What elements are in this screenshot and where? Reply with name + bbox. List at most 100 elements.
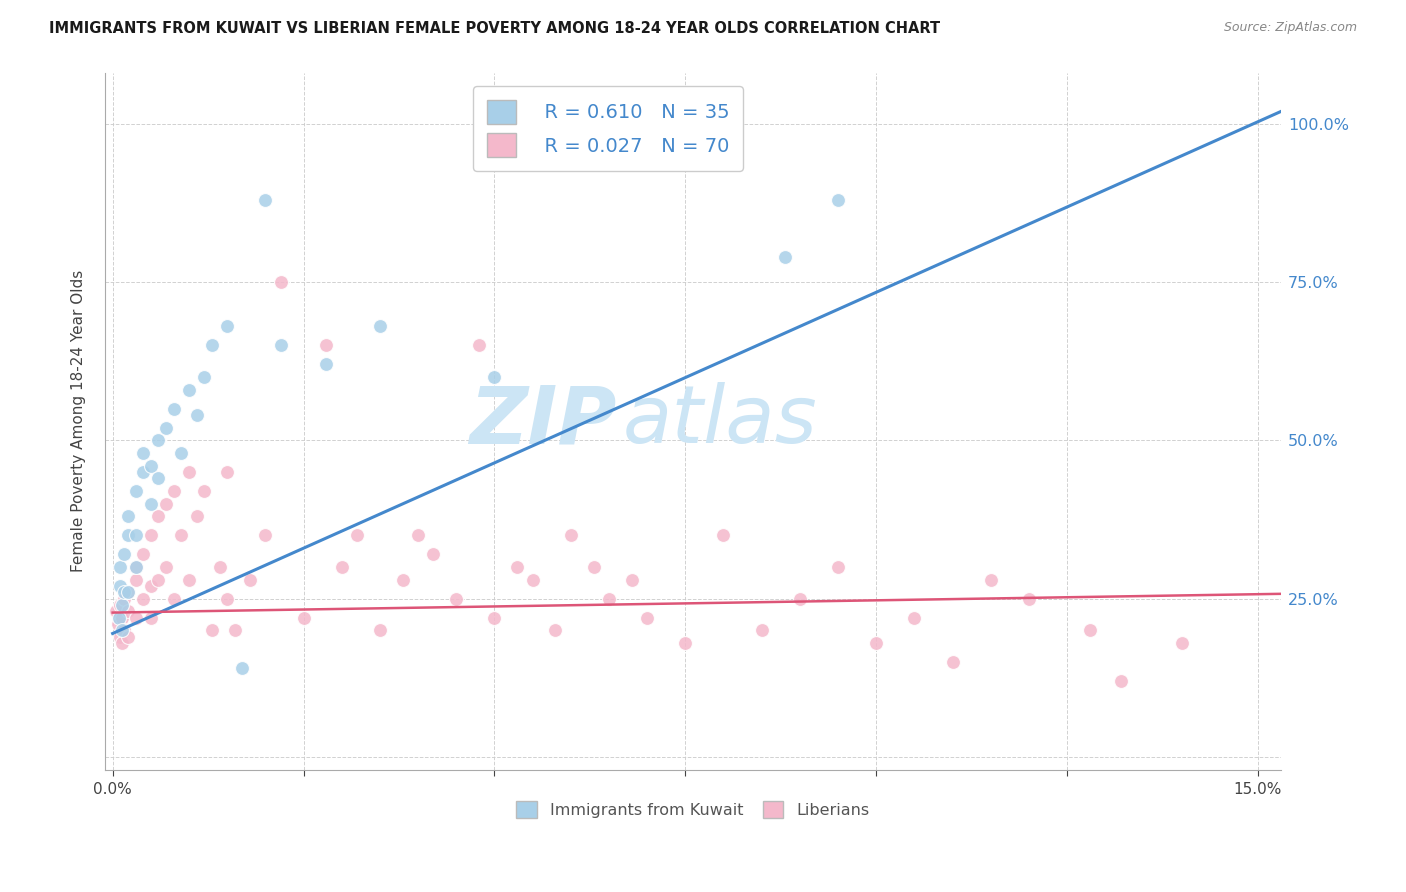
Point: [107, 610, 129, 624]
Point: [827, 560, 849, 574]
Text: IMMIGRANTS FROM KUWAIT VS LIBERIAN FEMALE POVERTY AMONG 18-24 YEAR OLDS CORRELAT: IMMIGRANTS FROM KUWAIT VS LIBERIAN FEMAL…: [49, 21, 941, 37]
Point: [170, 528, 193, 542]
Point: [105, 604, 128, 618]
Y-axis label: Female Poverty Among 18-24 Year Olds: Female Poverty Among 18-24 Year Olds: [72, 270, 86, 573]
Point: [368, 319, 391, 334]
Point: [110, 579, 132, 593]
Point: [773, 250, 796, 264]
Point: [132, 547, 155, 561]
Point: [506, 560, 529, 574]
Point: [163, 483, 186, 498]
Point: [422, 547, 444, 561]
Point: [1170, 636, 1192, 650]
Point: [598, 591, 620, 606]
Point: [132, 446, 155, 460]
Point: [148, 434, 170, 448]
Point: [270, 275, 292, 289]
Point: [254, 193, 277, 207]
Point: [110, 630, 132, 644]
Point: [865, 636, 887, 650]
Point: [484, 370, 506, 384]
Point: [713, 528, 735, 542]
Point: [391, 573, 413, 587]
Point: [177, 383, 200, 397]
Point: [155, 420, 177, 434]
Text: Source: ZipAtlas.com: Source: ZipAtlas.com: [1223, 21, 1357, 35]
Point: [117, 585, 139, 599]
Point: [139, 610, 162, 624]
Point: [139, 458, 162, 473]
Point: [201, 338, 224, 352]
Point: [208, 560, 231, 574]
Point: [170, 446, 193, 460]
Point: [193, 483, 215, 498]
Point: [112, 547, 135, 561]
Point: [139, 528, 162, 542]
Point: [751, 624, 773, 638]
Point: [484, 610, 506, 624]
Point: [406, 528, 429, 542]
Point: [110, 598, 132, 612]
Point: [163, 591, 186, 606]
Point: [522, 573, 544, 587]
Point: [111, 636, 134, 650]
Point: [132, 591, 155, 606]
Point: [111, 624, 134, 638]
Point: [111, 598, 134, 612]
Point: [544, 624, 567, 638]
Point: [117, 604, 139, 618]
Point: [124, 610, 146, 624]
Point: [217, 319, 239, 334]
Point: [468, 338, 491, 352]
Point: [231, 661, 253, 675]
Point: [111, 610, 134, 624]
Point: [1078, 624, 1101, 638]
Point: [620, 573, 643, 587]
Point: [163, 401, 186, 416]
Point: [112, 591, 135, 606]
Point: [270, 338, 292, 352]
Text: ZIP: ZIP: [470, 383, 616, 460]
Point: [139, 579, 162, 593]
Point: [315, 338, 337, 352]
Point: [903, 610, 925, 624]
Legend: Immigrants from Kuwait, Liberians: Immigrants from Kuwait, Liberians: [510, 794, 876, 824]
Point: [217, 591, 239, 606]
Point: [292, 610, 315, 624]
Point: [186, 509, 208, 524]
Point: [941, 655, 963, 669]
Point: [148, 509, 170, 524]
Point: [980, 573, 1002, 587]
Point: [112, 585, 135, 599]
Point: [107, 617, 129, 632]
Point: [124, 483, 146, 498]
Point: [155, 560, 177, 574]
Point: [239, 573, 262, 587]
Point: [673, 636, 696, 650]
Point: [177, 465, 200, 479]
Text: atlas: atlas: [623, 383, 817, 460]
Point: [1109, 673, 1132, 688]
Point: [330, 560, 353, 574]
Point: [217, 465, 239, 479]
Point: [254, 528, 277, 542]
Point: [112, 624, 135, 638]
Point: [124, 528, 146, 542]
Point: [346, 528, 368, 542]
Point: [124, 560, 146, 574]
Point: [117, 630, 139, 644]
Point: [110, 560, 132, 574]
Point: [560, 528, 582, 542]
Point: [117, 528, 139, 542]
Point: [117, 509, 139, 524]
Point: [636, 610, 658, 624]
Point: [368, 624, 391, 638]
Point: [155, 497, 177, 511]
Point: [224, 624, 246, 638]
Point: [193, 370, 215, 384]
Point: [132, 465, 155, 479]
Point: [201, 624, 224, 638]
Point: [148, 573, 170, 587]
Point: [186, 408, 208, 422]
Point: [177, 573, 200, 587]
